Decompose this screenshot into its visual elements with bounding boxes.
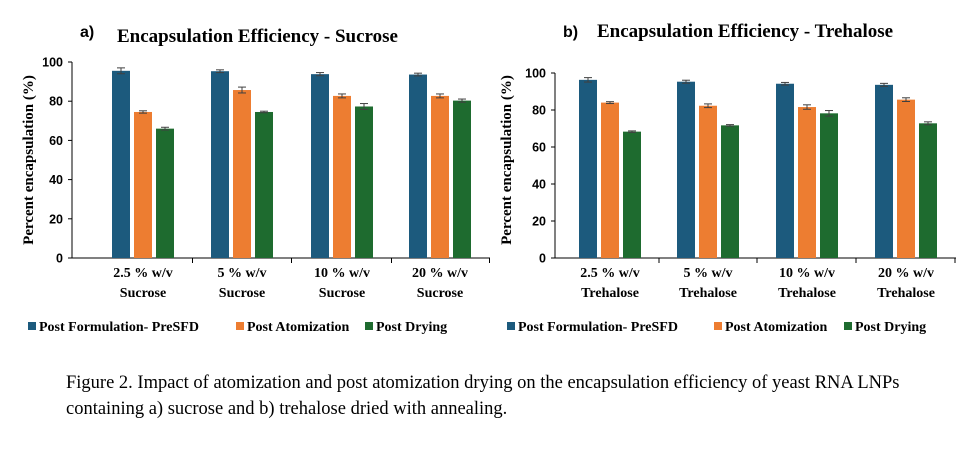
p1-legend-swatch <box>28 322 36 330</box>
p2-category-label-line2: Trehalose <box>581 286 639 301</box>
p2-y-tick-label: 60 <box>532 141 546 155</box>
p2-bar <box>919 123 937 258</box>
p1-bar <box>409 74 427 258</box>
p1-panel-letter: a) <box>80 24 94 41</box>
p1-bar <box>112 70 130 258</box>
p2-bar <box>699 105 717 259</box>
p2-bar <box>798 107 816 258</box>
p2-legend-label: Post Atomization <box>725 320 827 335</box>
p1-bar <box>233 90 251 258</box>
p2-legend-swatch <box>714 322 722 330</box>
p2-bar <box>897 99 915 258</box>
p2-bar <box>820 113 838 258</box>
p2-y-tick-label: 100 <box>525 67 546 81</box>
p2-category-label-line2: Trehalose <box>679 286 737 301</box>
p2-bar <box>776 83 794 258</box>
p1-category-label-line2: Sucrose <box>319 286 365 301</box>
p1-legend-label: Post Atomization <box>247 320 349 335</box>
p1-category-label-line1: 10 % w/v <box>314 266 370 281</box>
p2-chart-title: Encapsulation Efficiency - Trehalose <box>597 21 893 42</box>
p1-category-label-line1: 2.5 % w/v <box>113 266 173 281</box>
p1-bar <box>134 111 152 258</box>
p2-panel-letter: b) <box>563 24 578 41</box>
p2-legend-swatch <box>844 322 852 330</box>
p1-category-label-line2: Sucrose <box>219 286 265 301</box>
p2-y-tick-label: 40 <box>532 178 546 192</box>
p1-legend-swatch <box>365 322 373 330</box>
p2-category-label-line1: 10 % w/v <box>779 266 835 281</box>
p1-legend-swatch <box>236 322 244 330</box>
p1-bar <box>431 95 449 259</box>
p1-legend-label: Post Drying <box>376 320 447 335</box>
p1-y-tick-label: 20 <box>49 212 63 226</box>
p1-category-label-line2: Sucrose <box>120 286 166 301</box>
p1-chart-title: Encapsulation Efficiency - Sucrose <box>117 26 398 47</box>
p2-bar <box>601 102 619 258</box>
p1-bar <box>255 111 273 258</box>
p1-bar <box>311 74 329 258</box>
p1-y-axis-label: Percent encapsulation (%) <box>21 75 37 245</box>
p2-legend-swatch <box>507 322 515 330</box>
p2-category-label-line1: 20 % w/v <box>878 266 934 281</box>
figure-caption: Figure 2. Impact of atomization and post… <box>66 373 900 419</box>
p2-y-axis-label: Percent encapsulation (%) <box>499 75 515 245</box>
p2-category-label-line2: Trehalose <box>877 286 935 301</box>
p1-bar <box>156 128 174 258</box>
p1-y-tick-label: 100 <box>42 56 63 70</box>
p2-category-label-line2: Trehalose <box>778 286 836 301</box>
p1-category-label-line2: Sucrose <box>417 286 463 301</box>
p2-category-label-line1: 2.5 % w/v <box>580 266 640 281</box>
p2-legend-label: Post Formulation- PreSFD <box>518 320 678 335</box>
p1-bar <box>453 100 471 258</box>
p2-bar <box>875 84 893 258</box>
p2-y-tick-label: 20 <box>532 215 546 229</box>
p1-bar <box>333 95 351 259</box>
p2-y-tick-label: 80 <box>532 104 546 118</box>
p1-y-tick-label: 40 <box>49 173 63 187</box>
p1-bar <box>211 71 229 258</box>
p1-y-tick-label: 0 <box>56 252 63 266</box>
p1-y-tick-label: 80 <box>49 95 63 109</box>
p2-legend-label: Post Drying <box>855 320 926 335</box>
p1-category-label-line1: 5 % w/v <box>218 266 267 281</box>
p1-bar <box>355 106 373 258</box>
p1-y-tick-label: 60 <box>49 134 63 148</box>
p2-bar <box>623 131 641 258</box>
p2-category-label-line1: 5 % w/v <box>684 266 733 281</box>
p2-bar <box>677 81 695 258</box>
p1-legend-label: Post Formulation- PreSFD <box>39 320 199 335</box>
p2-bar <box>721 125 739 258</box>
p2-y-tick-label: 0 <box>539 252 546 266</box>
p1-category-label-line1: 20 % w/v <box>412 266 468 281</box>
p2-bar <box>579 79 597 258</box>
